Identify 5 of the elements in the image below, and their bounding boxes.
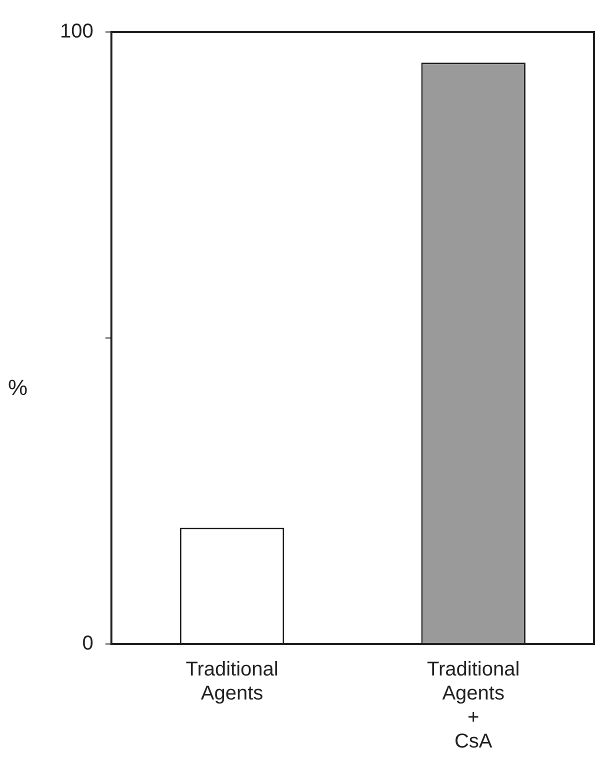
x-tick-label: Traditional Agents + CsA xyxy=(427,658,520,753)
y-axis-title: % xyxy=(8,375,29,401)
y-tick-label: 100 xyxy=(60,20,94,43)
y-tick-label: 0 xyxy=(82,632,94,655)
x-tick-label: Traditional Agents xyxy=(186,658,278,705)
